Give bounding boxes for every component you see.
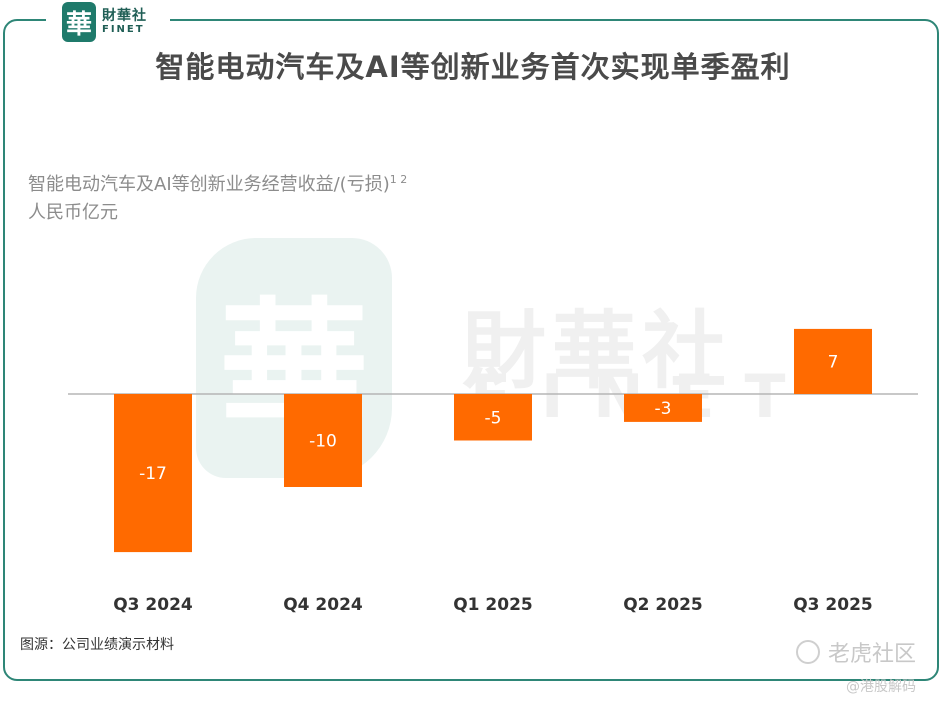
finet-seal-icon: 華 <box>62 2 96 42</box>
data-label: -3 <box>655 399 672 419</box>
logo-cn-text: 財華社 <box>102 8 147 24</box>
bar-q1-2025 <box>454 394 532 441</box>
x-tick-label: Q1 2025 <box>453 595 533 615</box>
x-tick-label: Q4 2024 <box>283 595 363 615</box>
x-tick-label: Q3 2025 <box>793 595 873 615</box>
finet-logo: 華 財華社 FINET <box>46 0 170 44</box>
ylabel: 智能电动汽车及AI等创新业务经营收益/(亏损) <box>28 174 390 195</box>
x-tick-label: Q3 2024 <box>113 595 193 615</box>
chart-subtitle: 智能电动汽车及AI等创新业务经营收益/(亏损)1 2 人民币亿元 <box>28 166 407 227</box>
logo-en-text: FINET <box>102 24 145 35</box>
x-tick-label: Q2 2025 <box>623 595 703 615</box>
bar-q3-2024 <box>114 394 192 553</box>
source-note: 图源：公司业绩演示材料 <box>20 637 174 653</box>
chart-frame <box>3 19 939 681</box>
bar-q3-2025 <box>794 328 872 394</box>
tiger-logo-icon <box>796 640 820 664</box>
chart-title: 智能电动汽车及AI等创新业务首次实现单季盈利 <box>155 50 791 84</box>
watermark-cn: 財華社 <box>462 302 733 400</box>
unit-label: 人民币亿元 <box>28 202 118 223</box>
bar-q2-2025 <box>624 394 702 422</box>
tiger-watermark: 老虎社区 <box>796 636 916 668</box>
tiger-handle: @港股解码 <box>846 679 916 695</box>
data-label: -10 <box>309 432 337 452</box>
data-label: 7 <box>828 352 839 372</box>
data-label: -5 <box>485 408 502 428</box>
data-label: -17 <box>139 464 167 484</box>
footnote-marks: 1 2 <box>389 173 408 186</box>
bar-q4-2024 <box>284 394 362 487</box>
tiger-brand: 老虎社区 <box>828 642 917 667</box>
